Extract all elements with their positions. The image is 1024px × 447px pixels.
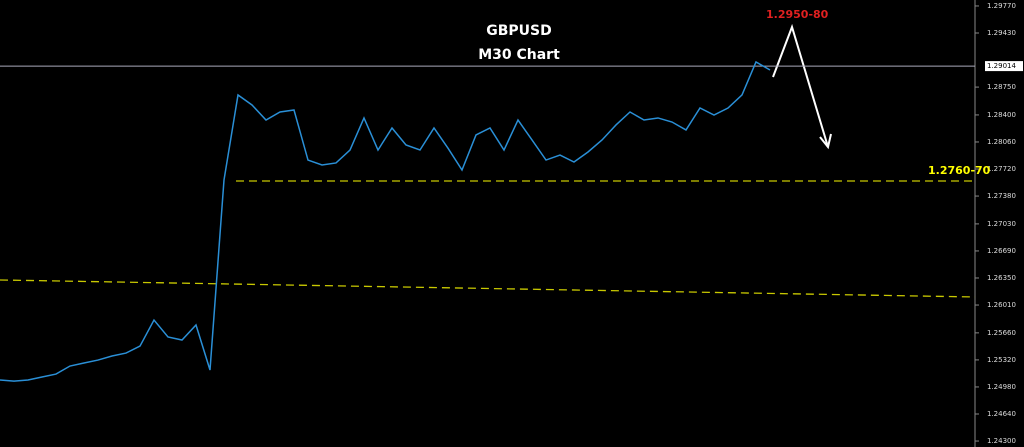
y-tick-label: 1.24640 [987,410,1016,418]
y-tick-label: 1.25660 [987,329,1016,337]
arrow [772,23,829,148]
y-tick-label: 1.28400 [987,111,1016,119]
y-tick-label: 1.29430 [987,29,1016,37]
chart-subtitle: M30 Chart [478,47,560,63]
y-tick-label: 1.25320 [987,356,1016,364]
y-tick-label: 1.27380 [987,192,1016,200]
price-box [985,61,1023,72]
chart-title: GBPUSD [486,23,552,39]
y-tick-label: 1.26350 [987,274,1016,282]
target-label: 1.2950-80 [766,8,829,21]
y-tick-label: 1.27720 [987,165,1016,173]
price-line-series [0,60,771,382]
y-tick-label: 1.26690 [987,247,1016,255]
y-tick-label: 1.24980 [987,383,1016,391]
y-tick-label: 1.28750 [987,83,1016,91]
y-tick-label: 1.27030 [987,220,1016,228]
support-label: 1.2760-70 [928,164,991,177]
y-tick-label: 1.24300 [987,437,1016,445]
y-tick-label: 1.29770 [987,2,1016,10]
price-label: 1.29014 [987,62,1016,70]
y-tick-label: 1.26010 [987,301,1016,309]
trendline [0,279,976,298]
y-tick-label: 1.28060 [987,138,1016,146]
arrow-head [819,133,832,150]
